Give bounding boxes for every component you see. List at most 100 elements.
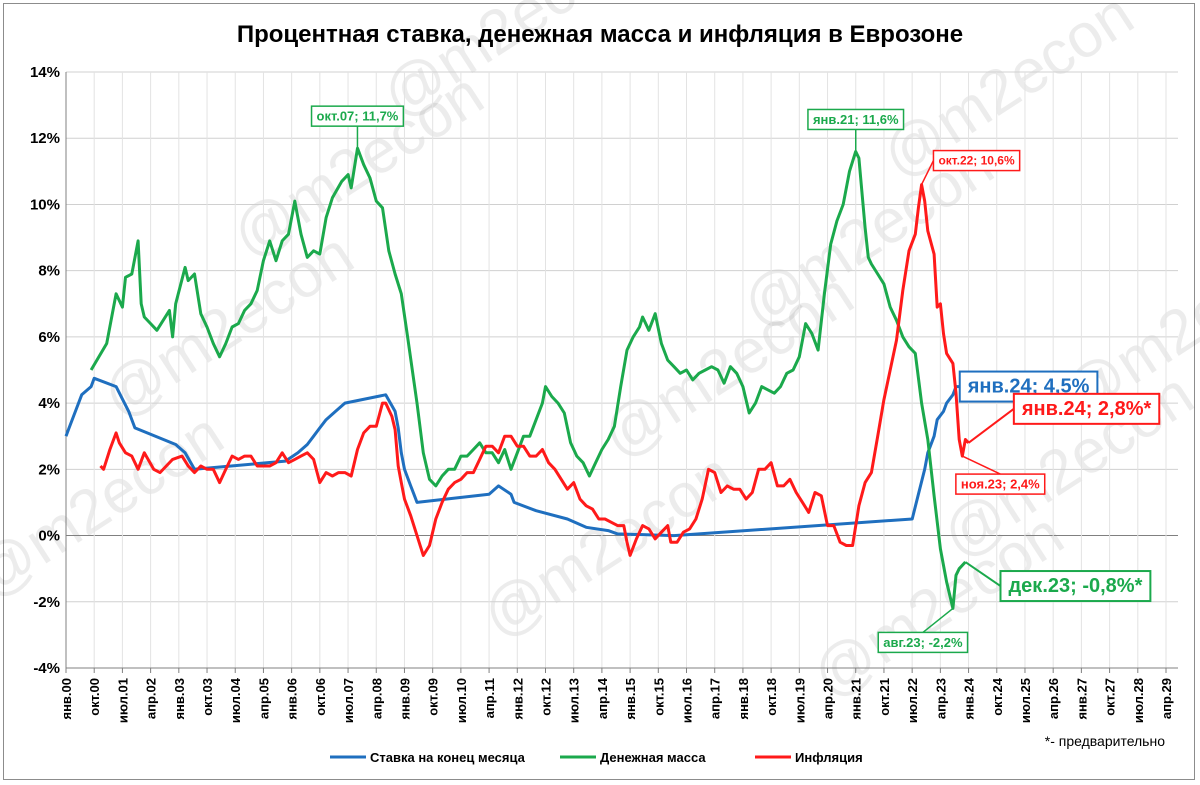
watermark-3: @m2econ (370, 0, 645, 132)
x-tick-label: янв.00 (59, 678, 74, 720)
annotation-4: янв.24; 2,8%* (967, 392, 1161, 444)
annotation-text: янв.24; 2,8%* (1021, 398, 1152, 420)
annotation-text: авг.23; -2,2% (883, 635, 963, 650)
x-tick-label: окт.03 (200, 678, 215, 716)
series-lines (64, 146, 970, 610)
x-tick-label: апр.26 (1046, 678, 1061, 719)
y-tick-label: -4% (33, 660, 60, 677)
annotation-1: янв.21; 11,6% (807, 108, 905, 152)
annotation-leader (964, 561, 1002, 587)
x-tick-label: июл.07 (341, 678, 356, 723)
x-tick-label: окт.15 (651, 678, 666, 716)
annotation-leader (967, 408, 1015, 444)
gridlines (65, 71, 1178, 669)
x-tick-label: апр.14 (595, 677, 610, 719)
x-tick-label: янв.15 (623, 678, 638, 720)
x-tick-label: янв.03 (172, 678, 187, 720)
series-line-0 (64, 376, 969, 538)
y-tick-label: 8% (38, 263, 60, 280)
x-tick-label: янв.18 (736, 678, 751, 720)
footnote: *- предварительно (1045, 733, 1165, 749)
x-tick-label: янв.24 (962, 677, 977, 719)
annotation-text: окт.22; 10,6% (938, 154, 1015, 168)
annotations: окт.07; 11,7% янв.21; 11,6% окт.22; 10,6% я… (310, 105, 1161, 654)
annotation-text: окт.07; 11,7% (317, 109, 399, 124)
x-tick-label: июл.28 (1131, 678, 1146, 723)
x-tick-label: янв.27 (1074, 678, 1089, 720)
legend: Ставка на конец месяца Денежная масса Инфл… (330, 750, 863, 765)
x-axis: янв.00 окт.00 июл.01 апр.02 янв.03 окт.03 июл.… (59, 668, 1174, 723)
legend-item-0: Ставка на конец месяца (330, 750, 526, 765)
x-tick-label: янв.12 (510, 678, 525, 720)
x-tick-label: апр.17 (708, 678, 723, 719)
annotation-box (999, 570, 1152, 603)
x-tick-label: окт.06 (313, 678, 328, 716)
y-tick-label: 6% (38, 329, 60, 346)
x-tick-label: июл.01 (115, 678, 130, 723)
annotation-leader (961, 455, 1001, 475)
x-tick-label: июл.10 (454, 678, 469, 723)
x-tick-label: окт.21 (877, 678, 892, 716)
legend-item-2: Инфляция (755, 750, 863, 765)
x-tick-label: июл.22 (905, 678, 920, 723)
x-tick-label: окт.27 (1103, 678, 1118, 716)
annotation-7: авг.23; -2,2% (877, 607, 969, 654)
x-tick-label: июл.19 (792, 678, 807, 723)
x-tick-label: янв.21 (849, 678, 864, 720)
x-tick-label: апр.29 (1159, 678, 1174, 719)
annotation-box (807, 108, 905, 131)
legend-item-1: Денежная масса (560, 750, 706, 765)
x-tick-label: апр.20 (821, 678, 836, 719)
x-tick-label: окт.09 (426, 678, 441, 716)
y-tick-label: 12% (30, 130, 60, 147)
x-tick-label: июл.16 (680, 678, 695, 723)
legend-label: Денежная масса (600, 750, 706, 765)
x-tick-label: июл.13 (567, 678, 582, 723)
x-tick-label: окт.00 (87, 678, 102, 716)
x-tick-label: июл.04 (228, 677, 243, 723)
x-tick-label: апр.05 (256, 678, 271, 719)
annotation-leader (920, 160, 935, 185)
series-line-1 (89, 146, 967, 610)
annotation-5: ноя.23; 2,4% (955, 455, 1046, 495)
annotation-box (932, 149, 1021, 172)
y-tick-label: 14% (30, 64, 60, 81)
annotation-text: янв.24; 4,5% (967, 376, 1090, 398)
annotation-2: окт.22; 10,6% (920, 149, 1021, 185)
x-tick-label: июл.25 (1018, 678, 1033, 723)
watermark-1: @m2econ (90, 219, 365, 431)
y-tick-label: 4% (38, 395, 60, 412)
watermarks: @m2econ@m2econ@m2econ@m2econ@m2econ@m2ec… (0, 0, 1200, 712)
y-tick-label: 10% (30, 196, 60, 213)
annotation-box (310, 105, 405, 127)
series-line-2 (99, 183, 970, 557)
legend-label: Ставка на конец месяца (370, 750, 526, 765)
legend-label: Инфляция (795, 750, 863, 765)
chart-title: Процентная ставка, денежная масса и инфл… (237, 21, 963, 48)
x-tick-label: окт.24 (990, 677, 1005, 716)
watermark-0: @m2econ (0, 399, 235, 611)
x-tick-label: апр.08 (369, 678, 384, 719)
annotation-6: дек.23; -0,8%* (964, 561, 1152, 603)
annotation-text: ноя.23; 2,4% (961, 477, 1040, 492)
x-tick-label: янв.09 (397, 678, 412, 720)
annotation-box (955, 473, 1046, 495)
y-tick-label: 2% (38, 461, 60, 478)
annotation-text: янв.21; 11,6% (813, 112, 899, 127)
annotation-leader (922, 607, 954, 633)
watermark-4: @m2econ (470, 439, 745, 651)
x-tick-label: окт.18 (764, 678, 779, 716)
y-tick-label: -2% (33, 594, 60, 611)
annotation-box (1012, 392, 1161, 425)
y-axis: -4% -2% 0% 2% 4% 6% 8% 10% 12% 14% (30, 64, 1178, 677)
x-tick-label: апр.11 (482, 678, 497, 718)
annotation-0: окт.07; 11,7% (310, 105, 405, 149)
x-tick-label: апр.23 (933, 678, 948, 719)
y-tick-label: 0% (38, 528, 60, 545)
x-tick-label: окт.12 (538, 678, 553, 716)
x-tick-label: апр.02 (144, 678, 159, 719)
annotation-text: дек.23; -0,8%* (1008, 575, 1142, 597)
annotation-box (877, 631, 969, 654)
x-tick-label: янв.06 (285, 678, 300, 720)
